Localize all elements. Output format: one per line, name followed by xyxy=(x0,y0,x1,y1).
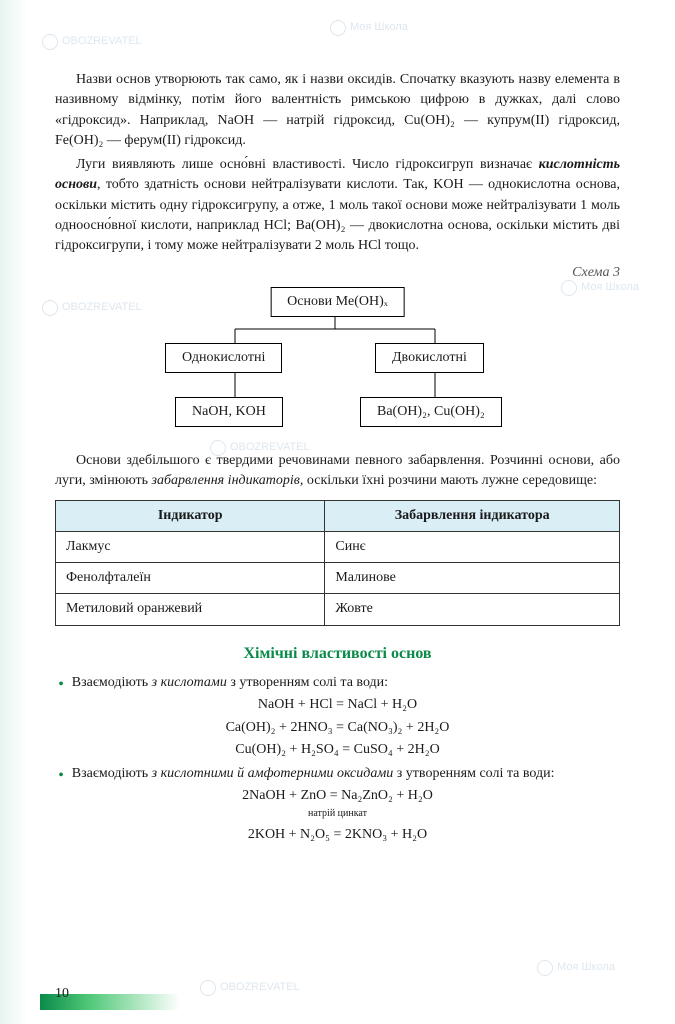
bullet-oxides: Взаємодіють з кислотними й амфотерними о… xyxy=(55,764,620,784)
scheme-label: Схема 3 xyxy=(55,263,620,283)
equation: NaOH + HCl = NaCl + H₂O xyxy=(55,695,620,715)
equation: 2NaOH + ZnO = Na₂ZnO₂ + H₂O xyxy=(55,786,620,806)
table-header-row: Індикатор Забарвлення індикатора xyxy=(56,500,620,531)
side-strip-decor xyxy=(0,0,28,1024)
equation: Ca(OH)₂ + 2HNO₃ = Ca(NO₃)₂ + 2H₂O xyxy=(55,718,620,738)
diagram-node-right1: Двокислотні xyxy=(375,343,484,373)
table-header: Індикатор xyxy=(56,500,325,531)
watermark: Моя Школа xyxy=(330,20,408,36)
text-run: Взаємодіють xyxy=(72,766,152,781)
bullet-acids: Взаємодіють з кислотами з утворенням сол… xyxy=(55,673,620,693)
text-run: Луги виявляють лише осно́вні властивості… xyxy=(76,157,539,172)
term-indicator-color: забарвлення індикаторів xyxy=(152,473,300,488)
text-run: , тобто здатність основи нейтралізувати … xyxy=(55,177,620,253)
table-cell: Фенолфталеїн xyxy=(56,563,325,594)
section-title: Хімічні властивості основ xyxy=(55,642,620,665)
diagram-root: Основи Me(OH)ₓ xyxy=(270,287,405,317)
watermark: OBOZREVATEL xyxy=(200,980,300,996)
indicator-table: Індикатор Забарвлення індикатора Лакмус … xyxy=(55,500,620,626)
equation: 2KOH + N₂O₅ = 2KNO₃ + H₂O xyxy=(55,825,620,845)
table-cell: Метиловий оранжевий xyxy=(56,594,325,625)
diagram-node-left2: NaOH, KOH xyxy=(175,397,283,427)
table-row: Лакмус Синє xyxy=(56,531,620,562)
table-cell: Синє xyxy=(325,531,620,562)
table-header: Забарвлення індикатора xyxy=(325,500,620,531)
equation: Cu(OH)₂ + H₂SO₄ = CuSO₄ + 2H₂O xyxy=(55,740,620,760)
text-run: з утворенням солі та води: xyxy=(393,766,554,781)
text-run: з утворенням солі та води: xyxy=(227,675,388,690)
paragraph-naming: Назви основ утворюють так само, як і наз… xyxy=(55,70,620,151)
paragraph-acidity: Луги виявляють лише осно́вні властивості… xyxy=(55,155,620,256)
term-with-oxides: з кислотними й амфотерними оксидами xyxy=(152,766,394,781)
text-run: Взаємодіють xyxy=(72,675,152,690)
diagram-node-left1: Однокислотні xyxy=(165,343,282,373)
text-run: , оскільки їхні розчини мають лужне сере… xyxy=(300,473,597,488)
table-cell: Малинове xyxy=(325,563,620,594)
watermark: OBOZREVATEL xyxy=(42,34,142,50)
paragraph-indicators: Основи здебільшого є твердими речовинами… xyxy=(55,451,620,492)
term-with-acids: з кислотами xyxy=(152,675,227,690)
scheme-diagram: Основи Me(OH)ₓ Однокислотні Двокислотні … xyxy=(55,287,620,437)
diagram-node-right2: Ba(OH)₂, Cu(OH)₂ xyxy=(360,397,502,427)
table-cell: Лакмус xyxy=(56,531,325,562)
table-row: Метиловий оранжевий Жовте xyxy=(56,594,620,625)
table-row: Фенолфталеїн Малинове xyxy=(56,563,620,594)
table-cell: Жовте xyxy=(325,594,620,625)
watermark: Моя Школа xyxy=(537,960,615,976)
equation-annotation: натрій цинкат xyxy=(55,807,620,822)
page-number: 10 xyxy=(55,984,69,1004)
textbook-page: Моя Школа OBOZREVATEL Моя Школа OBOZREVA… xyxy=(0,0,675,1024)
